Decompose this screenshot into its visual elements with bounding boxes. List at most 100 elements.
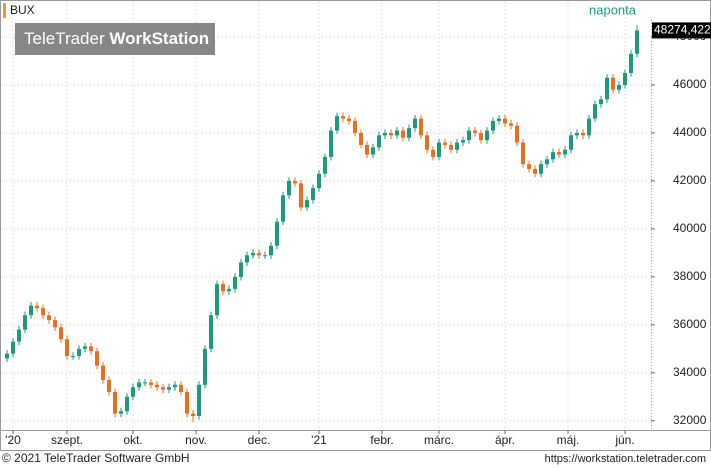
watermark-product: WorkStation: [109, 29, 209, 48]
candle-body: [413, 118, 417, 129]
candle-body: [251, 252, 255, 256]
x-tick-label: '20: [5, 433, 21, 447]
candle-body: [245, 255, 249, 263]
candle-body: [533, 168, 537, 174]
candle-body: [353, 120, 357, 133]
candle-body: [41, 308, 45, 316]
y-tick-label: 36000: [673, 317, 707, 331]
candle-body: [449, 144, 453, 150]
y-tick-label: 40000: [673, 221, 707, 235]
x-tick-label: okt.: [123, 433, 142, 447]
candle-body: [83, 346, 87, 349]
candle-body: [17, 329, 21, 342]
x-tick-label: jún.: [614, 433, 634, 447]
chart-frame: [0, 0, 711, 451]
candle-body: [77, 348, 81, 357]
x-tick-label: dec.: [248, 433, 271, 447]
candle-body: [185, 392, 189, 414]
candle-body: [215, 284, 219, 316]
candle-body: [317, 173, 321, 189]
candle-body: [359, 132, 363, 145]
candle-body: [485, 130, 489, 141]
y-tick-label: 34000: [673, 365, 707, 379]
candle-body: [197, 384, 201, 417]
candle-body: [617, 84, 621, 90]
candle-body: [437, 142, 441, 157]
watermark-box: [15, 23, 215, 55]
candle-body: [425, 135, 429, 150]
candle-body: [239, 262, 243, 277]
candle-body: [203, 348, 207, 385]
candle-body: [149, 382, 153, 385]
candle-body: [209, 315, 213, 349]
candle-body: [479, 132, 483, 141]
candle-body: [221, 284, 225, 292]
candle-body: [407, 128, 411, 138]
candle-body: [509, 123, 513, 126]
candle-body: [5, 353, 9, 359]
candle-body: [119, 411, 123, 414]
candle-body: [125, 396, 129, 412]
x-tick-label: nov.: [185, 433, 207, 447]
candle-body: [443, 142, 447, 145]
axes: 32000 34000 36000 38000 40000 42000 44000 46000…: [5, 22, 711, 447]
y-tick-label: 42000: [673, 173, 707, 187]
candle-body: [143, 382, 147, 384]
candle-body: [65, 339, 69, 357]
candle-body: [389, 132, 393, 136]
candle-body: [515, 125, 519, 143]
candle-body: [539, 164, 543, 174]
candle-body: [545, 159, 549, 165]
x-tick-label: máj.: [557, 433, 580, 447]
copyright: © 2021 TeleTrader Software GmbH: [2, 451, 190, 465]
candle-body: [323, 156, 327, 174]
candle-body: [227, 288, 231, 292]
candle-body: [257, 252, 261, 256]
candle-body: [23, 315, 27, 330]
interval-label: naponta: [589, 2, 637, 17]
candle-body: [611, 77, 615, 90]
candle-body: [629, 53, 633, 73]
candle-body: [527, 164, 531, 169]
candle-body: [287, 180, 291, 196]
candle-body: [635, 30, 639, 54]
candle-body: [569, 135, 573, 150]
candle-body: [35, 305, 39, 309]
candle-body: [29, 305, 33, 316]
candle-body: [605, 77, 609, 100]
y-tick-label: 38000: [673, 269, 707, 283]
last-price-box: [652, 22, 711, 39]
candle-body: [275, 221, 279, 246]
candle-body: [401, 130, 405, 138]
candle-body: [47, 315, 51, 321]
x-tick-label: '21: [311, 433, 327, 447]
candle-body: [281, 195, 285, 222]
candle-body: [377, 135, 381, 148]
candle-body: [113, 392, 117, 414]
candle-body: [53, 320, 57, 328]
last-price-label: 48274,422: [654, 23, 711, 37]
candle-body: [329, 130, 333, 157]
candle-body: [557, 152, 561, 155]
candle-body: [581, 132, 585, 136]
candle-body: [503, 118, 507, 124]
candle-body: [299, 183, 303, 208]
candle-body: [131, 387, 135, 397]
x-tick-label: márc.: [424, 433, 454, 447]
candle-body: [173, 384, 177, 388]
candle-body: [461, 140, 465, 143]
candles: [5, 24, 639, 423]
x-tick-label: febr.: [370, 433, 393, 447]
candle-body: [521, 142, 525, 165]
y-tick-label: 46000: [673, 77, 707, 91]
symbol-marker: [3, 3, 6, 18]
candle-body: [263, 255, 267, 257]
candle-body: [107, 380, 111, 393]
candle-body: [593, 104, 597, 119]
candle-body: [191, 413, 195, 417]
candle-body: [341, 116, 345, 119]
candle-body: [395, 130, 399, 136]
candle-body: [233, 276, 237, 289]
candle-body: [347, 118, 351, 121]
